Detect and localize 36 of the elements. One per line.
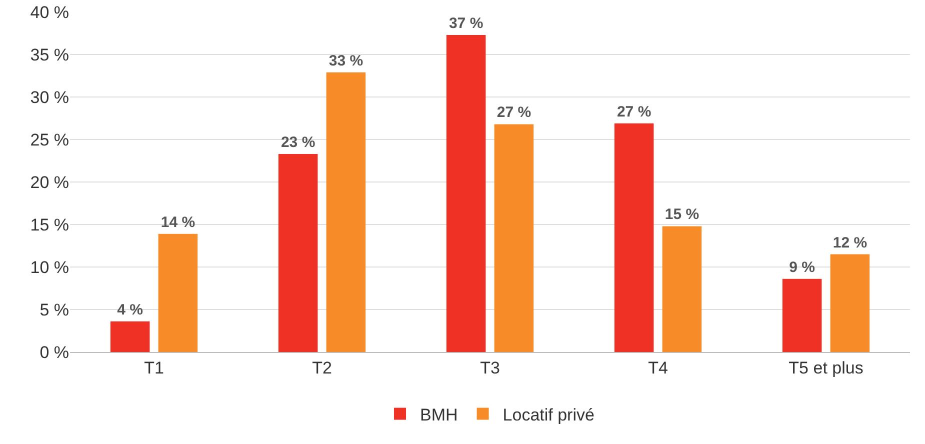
y-tick-label: 20 %	[30, 172, 69, 192]
y-tick-label: 15 %	[30, 215, 69, 234]
data-label: 27 %	[496, 104, 532, 122]
data-label: 9 %	[789, 258, 815, 276]
data-label: 33 %	[328, 52, 364, 70]
data-label: 4 %	[117, 301, 143, 318]
x-tick-label: T1	[144, 358, 164, 378]
data-label: 23 %	[280, 134, 316, 151]
bar	[278, 154, 318, 352]
x-tick-label: T4	[648, 358, 668, 378]
y-tick-label: 35 %	[30, 45, 69, 64]
y-tick-label: 5 %	[40, 300, 69, 320]
bar	[614, 123, 654, 352]
data-label: 14 %	[160, 214, 196, 231]
bar	[494, 124, 534, 352]
y-tick-label: 25 %	[30, 130, 69, 150]
x-tick-label: T5 et plus	[788, 358, 864, 378]
y-tick-label: 0 %	[40, 342, 69, 362]
bar	[446, 34, 486, 352]
y-tick-label: 10 %	[30, 258, 69, 277]
bar	[830, 254, 870, 352]
legend-label: BMH	[420, 405, 458, 424]
bar	[662, 226, 702, 352]
bar	[110, 321, 150, 352]
bar	[158, 234, 198, 352]
data-label: 15 %	[664, 206, 700, 224]
y-tick-label: 40 %	[30, 2, 69, 22]
bar	[782, 278, 822, 352]
data-label: 12 %	[832, 234, 868, 252]
x-tick-label: T3	[480, 358, 500, 378]
data-label: 37 %	[448, 14, 484, 32]
y-tick-label: 30 %	[30, 88, 69, 107]
data-label: 27 %	[616, 103, 652, 120]
x-tick-label: T2	[312, 358, 332, 378]
bar	[326, 72, 366, 352]
legend-label: Locatif privé	[502, 405, 594, 424]
